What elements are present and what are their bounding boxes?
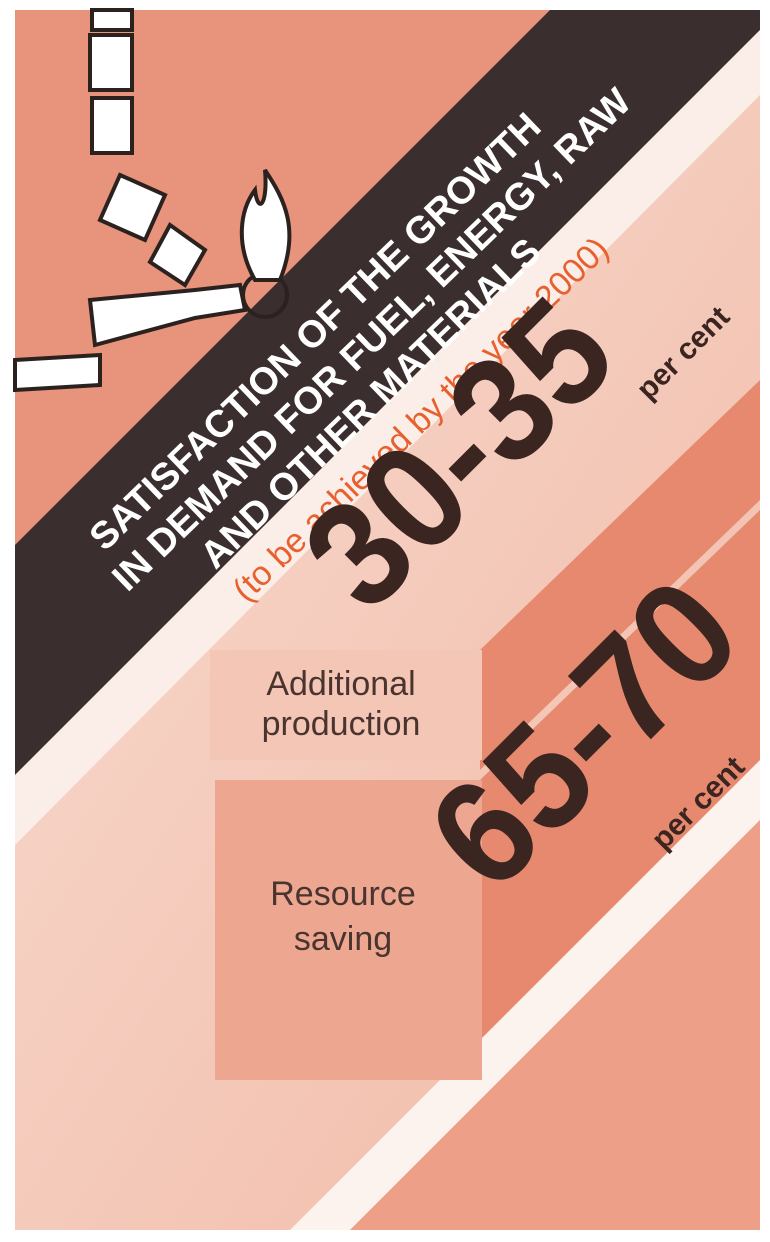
pipe-segment — [92, 10, 132, 30]
label: Resource — [270, 875, 416, 913]
pipe-segment — [90, 35, 132, 90]
label: saving — [294, 920, 392, 958]
pipe-segment — [92, 98, 132, 153]
pipe — [15, 355, 100, 390]
label: Additional — [266, 665, 415, 703]
page: SATISFACTION OF THE GROWTH IN DEMAND FOR… — [0, 0, 770, 1242]
poster: SATISFACTION OF THE GROWTH IN DEMAND FOR… — [0, 0, 770, 1242]
label: production — [262, 705, 421, 743]
